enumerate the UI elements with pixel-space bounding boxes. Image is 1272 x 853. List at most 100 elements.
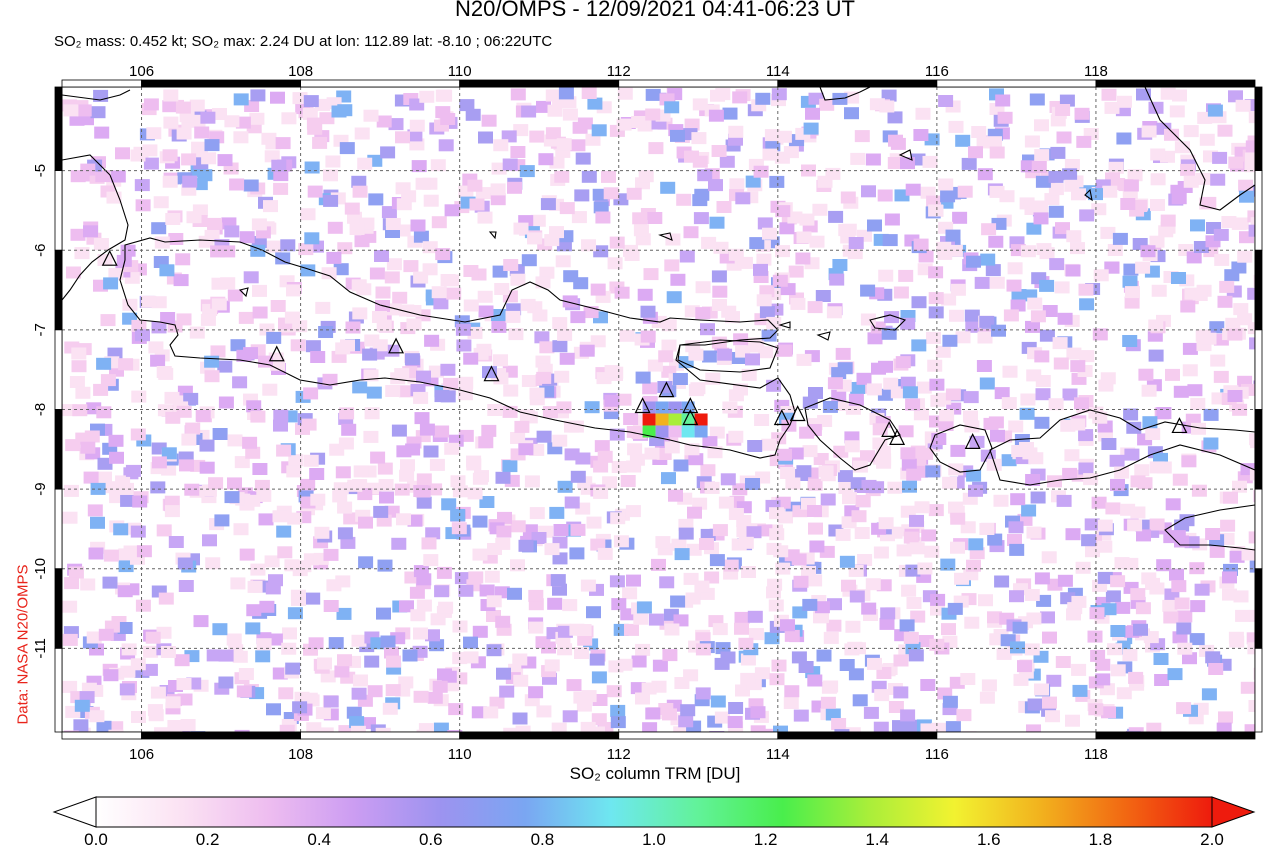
so2-pixel bbox=[530, 214, 546, 227]
so2-pixel bbox=[1027, 297, 1043, 310]
so2-pixel bbox=[102, 576, 118, 589]
so2-pixel bbox=[979, 377, 995, 390]
so2-pixel bbox=[341, 423, 357, 436]
so2-pixel bbox=[1182, 652, 1197, 665]
so2-pixel bbox=[823, 680, 839, 693]
frame-band-right bbox=[1254, 488, 1263, 570]
so2-pixel bbox=[339, 407, 355, 420]
so2-pixel bbox=[928, 266, 944, 279]
so2-pixel bbox=[310, 493, 326, 506]
so2-pixel bbox=[287, 512, 303, 525]
so2-pixel bbox=[266, 703, 281, 716]
so2-pixel bbox=[503, 727, 519, 732]
so2-pixel bbox=[913, 129, 929, 141]
so2-pixel bbox=[363, 109, 379, 122]
so2-pixel bbox=[635, 371, 651, 384]
so2-pixel bbox=[683, 226, 699, 239]
so2-pixel bbox=[861, 185, 876, 198]
so2-pixel bbox=[809, 540, 825, 553]
so2-pixel bbox=[1128, 671, 1144, 684]
so2-pixel bbox=[252, 463, 268, 475]
so2-pixel bbox=[363, 430, 379, 443]
so2-pixel bbox=[1046, 674, 1062, 687]
so2-pixel bbox=[784, 629, 800, 642]
frame-band-top bbox=[936, 79, 1097, 88]
so2-pixel bbox=[1135, 602, 1151, 615]
so2-pixel bbox=[351, 175, 367, 188]
so2-pixel bbox=[666, 291, 682, 304]
so2-pixel bbox=[368, 193, 384, 206]
so2-pixel bbox=[619, 329, 635, 342]
so2-pixel bbox=[964, 420, 980, 433]
so2-pixel bbox=[769, 528, 785, 541]
so2-pixel bbox=[1145, 428, 1161, 440]
so2-pixel bbox=[674, 677, 690, 689]
so2-pixel bbox=[729, 178, 745, 191]
so2-pixel bbox=[1034, 683, 1049, 696]
so2-pixel bbox=[1182, 342, 1198, 355]
so2-pixel bbox=[135, 599, 151, 612]
so2-pixel bbox=[784, 549, 800, 562]
so2-pixel bbox=[1062, 388, 1078, 401]
so2-pixel bbox=[851, 510, 867, 523]
so2-pixel bbox=[220, 245, 236, 258]
so2-pixel bbox=[425, 527, 441, 540]
so2-pixel bbox=[900, 376, 916, 389]
so2-pixel bbox=[521, 254, 537, 267]
so2-pixel bbox=[556, 401, 572, 414]
so2-pixel bbox=[164, 495, 180, 508]
so2-pixel bbox=[925, 465, 941, 478]
so2-pixel bbox=[425, 629, 440, 642]
so2-pixel bbox=[593, 201, 609, 214]
so2-pixel bbox=[617, 87, 633, 100]
so2-pixel bbox=[547, 104, 563, 117]
so2-pixel bbox=[867, 332, 883, 345]
so2-pixel bbox=[1182, 364, 1198, 377]
so2-pixel bbox=[1042, 305, 1058, 317]
so2-pixel bbox=[466, 458, 482, 471]
so2-pixel bbox=[534, 331, 550, 344]
so2-pixel bbox=[362, 348, 378, 361]
so2-pixel bbox=[351, 634, 367, 647]
so2-pixel bbox=[238, 311, 254, 324]
so2-pixel bbox=[406, 318, 422, 331]
so2-pixel bbox=[286, 284, 301, 297]
so2-pixel bbox=[384, 271, 400, 284]
so2-pixel bbox=[444, 274, 459, 287]
so2-pixel bbox=[631, 116, 647, 128]
so2-pixel bbox=[1169, 568, 1184, 581]
so2-pixel bbox=[747, 610, 763, 623]
so2-pixel bbox=[867, 219, 882, 232]
so2-pixel bbox=[865, 578, 881, 591]
so2-pixel bbox=[272, 667, 288, 680]
so2-pixel bbox=[673, 726, 689, 732]
so2-pixel bbox=[581, 170, 597, 183]
so2-pixel bbox=[227, 477, 242, 490]
so2-pixel bbox=[161, 447, 177, 460]
so2-pixel bbox=[1097, 519, 1113, 532]
colorbar-tick-label: 1.2 bbox=[753, 830, 778, 849]
so2-pixel bbox=[392, 291, 408, 304]
so2-pixel bbox=[940, 190, 956, 203]
so2-pixel bbox=[879, 617, 895, 630]
so2-pixel bbox=[490, 183, 506, 196]
so2-pixel bbox=[688, 384, 704, 397]
so2-pixel bbox=[322, 373, 338, 386]
so2-pixel bbox=[249, 112, 265, 125]
so2-pixel bbox=[865, 153, 881, 166]
so2-pixel bbox=[1079, 298, 1095, 311]
so2-pixel bbox=[989, 276, 1005, 289]
lon-tick-label-top: 114 bbox=[766, 63, 790, 80]
so2-pixel bbox=[714, 711, 730, 724]
so2-pixel bbox=[879, 100, 895, 113]
map-title: N20/OMPS - 12/09/2021 04:41-06:23 UT bbox=[455, 0, 855, 21]
so2-pixel bbox=[80, 578, 96, 591]
so2-pixel bbox=[414, 412, 430, 425]
so2-pixel bbox=[1041, 551, 1057, 564]
so2-pixel bbox=[1163, 611, 1179, 624]
so2-pixel bbox=[1042, 631, 1057, 644]
so2-pixel bbox=[1064, 159, 1080, 171]
so2-pixel bbox=[837, 470, 853, 483]
so2-pixel bbox=[1025, 320, 1040, 333]
so2-pixel bbox=[1185, 413, 1201, 426]
